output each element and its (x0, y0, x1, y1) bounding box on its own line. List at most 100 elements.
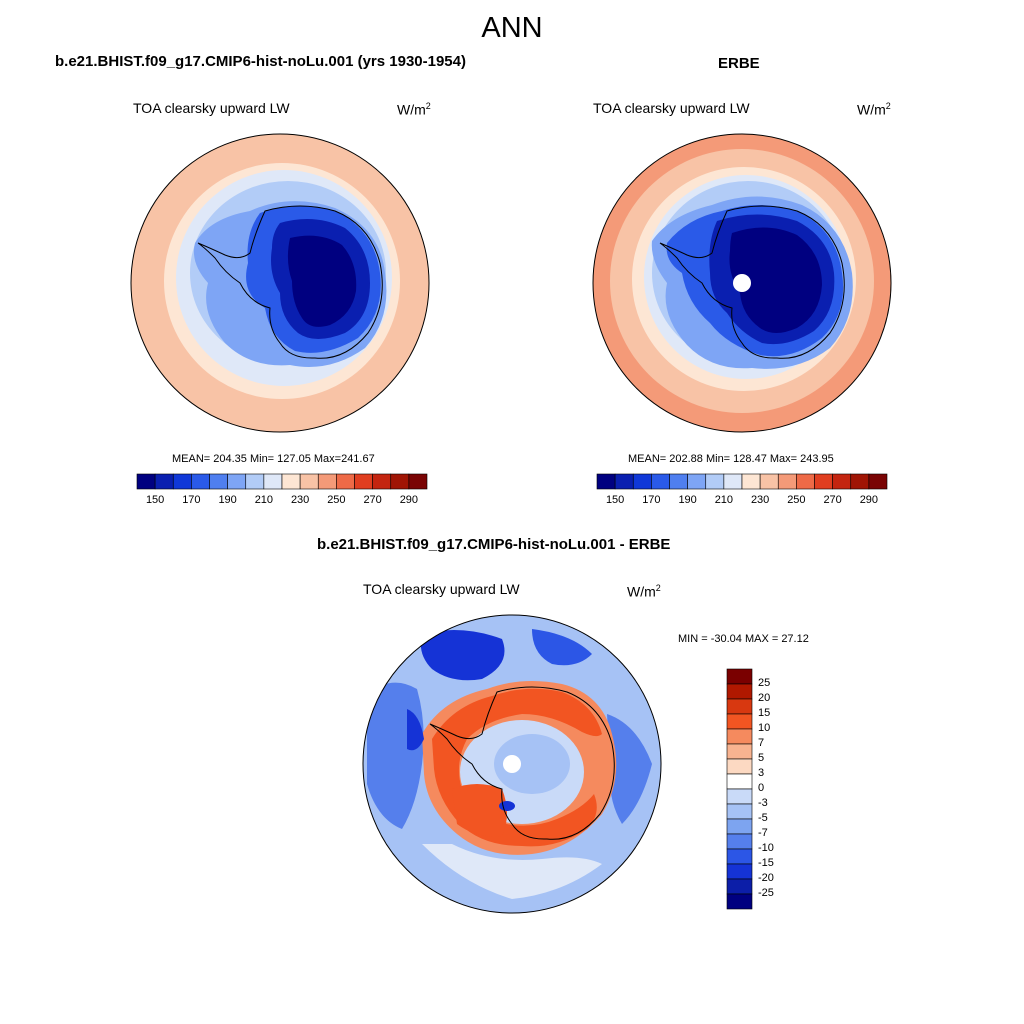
panel1-field-label: TOA clearsky upward LW (133, 100, 290, 116)
panel2-colorbar (596, 473, 888, 490)
colorbar-box (726, 833, 753, 850)
colorbar-tick-label: 210 (254, 494, 274, 506)
colorbar-tick-label: 3 (758, 767, 765, 779)
colorbar-box (191, 473, 210, 490)
panel2-map (592, 133, 892, 433)
colorbar-tick-label: 250 (327, 494, 346, 506)
colorbar-tick-label: -20 (758, 872, 774, 884)
colorbar-box (172, 473, 192, 490)
colorbar-tick-label: 25 (758, 677, 771, 689)
panel3-interior-neg2 (494, 734, 570, 794)
panel2-heading: ERBE (718, 55, 760, 72)
colorbar-tick-label: 7 (758, 737, 765, 749)
colorbar-box (136, 473, 156, 490)
panel3-neg-patch-east (607, 714, 652, 824)
colorbar-box (299, 473, 319, 490)
colorbar-tick-label: 210 (714, 494, 734, 506)
colorbar-box (227, 473, 247, 490)
colorbar-box (726, 878, 753, 895)
colorbar-tick-label: 270 (363, 494, 382, 506)
colorbar-box (726, 893, 753, 910)
panel3-neg-patch-north (420, 630, 505, 681)
colorbar-tick-label: 10 (758, 722, 771, 734)
panel3-units: W/m2 (627, 583, 661, 600)
colorbar-box (726, 863, 753, 880)
panel1-map (130, 133, 430, 433)
colorbar-box (669, 473, 688, 490)
colorbar-box (154, 473, 174, 490)
figure-title: ANN (481, 12, 543, 44)
colorbar-tick-label: 15 (758, 707, 771, 719)
panel1-stats: MEAN= 204.35 Min= 127.05 Max=241.67 (172, 453, 375, 465)
panel3-neg-blob (499, 801, 515, 811)
panel2-units: W/m2 (857, 101, 891, 118)
colorbar-tick-label: 20 (758, 692, 771, 704)
panel2-pole-hole (733, 274, 751, 292)
panel1-heading: b.e21.BHIST.f09_g17.CMIP6-hist-noLu.001 … (55, 53, 466, 70)
panel1-antarctica-coast (197, 205, 383, 359)
colorbar-box (372, 473, 392, 490)
panel3-colorbar (726, 668, 753, 910)
colorbar-box (726, 743, 753, 760)
colorbar-tick-label: 230 (750, 494, 770, 506)
colorbar-box (687, 473, 707, 490)
colorbar-box (741, 473, 761, 490)
colorbar-box (281, 473, 301, 490)
colorbar-box (245, 473, 265, 490)
colorbar-box (336, 473, 355, 490)
colorbar-box (759, 473, 779, 490)
panel3-stats: MIN = -30.04 MAX = 27.12 (678, 633, 809, 645)
colorbar-tick-label: 290 (859, 494, 879, 506)
colorbar-tick-label: -10 (758, 842, 774, 854)
panel3-neg-west-coast (407, 709, 424, 751)
colorbar-box (726, 668, 753, 685)
colorbar-box (726, 713, 753, 730)
panel3-map (362, 614, 662, 914)
colorbar-box (777, 473, 797, 490)
colorbar-box (832, 473, 852, 490)
panel1-colorbar (136, 473, 428, 490)
colorbar-tick-label: 230 (290, 494, 310, 506)
colorbar-tick-label: -25 (758, 887, 774, 899)
colorbar-tick-label: 190 (678, 494, 697, 506)
colorbar-tick-label: 150 (605, 494, 625, 506)
colorbar-tick-label: -3 (758, 797, 768, 809)
colorbar-tick-label: -15 (758, 857, 774, 869)
colorbar-box (723, 473, 743, 490)
colorbar-box (726, 758, 753, 775)
panel1-band-7 (287, 235, 357, 327)
colorbar-box (726, 803, 753, 820)
panel2-antarctica-coast (659, 205, 845, 359)
colorbar-tick-label: 0 (758, 782, 765, 794)
panel3-antarctica-coast (429, 686, 615, 840)
colorbar-box (850, 473, 870, 490)
colorbar-box (390, 473, 410, 490)
panel2-map-border (592, 133, 892, 433)
colorbar-box (814, 473, 833, 490)
colorbar-tick-label: 170 (642, 494, 661, 506)
colorbar-tick-label: 5 (758, 752, 765, 764)
panel3-light-south (422, 844, 602, 899)
colorbar-tick-label: 250 (787, 494, 806, 506)
colorbar-box (209, 473, 228, 490)
panel3-neg-patch-north2 (532, 629, 592, 666)
panel1-units: W/m2 (397, 101, 431, 118)
colorbar-box (868, 473, 888, 490)
colorbar-box (632, 473, 652, 490)
colorbar-tick-label: 270 (823, 494, 842, 506)
panel3-field-label: TOA clearsky upward LW (363, 581, 520, 597)
colorbar-tick-label: 190 (218, 494, 237, 506)
panel3-pos-lobe-south (452, 784, 507, 837)
colorbar-box (596, 473, 616, 490)
colorbar-box (726, 788, 753, 805)
panel3-pole-hole (503, 755, 521, 773)
colorbar-tick-label: -5 (758, 812, 768, 824)
panel2-field-label: TOA clearsky upward LW (593, 100, 750, 116)
colorbar-tick-label: 290 (399, 494, 419, 506)
panel3-heading: b.e21.BHIST.f09_g17.CMIP6-hist-noLu.001 … (317, 536, 671, 553)
panel2-band-8 (729, 227, 822, 333)
colorbar-box (726, 698, 753, 715)
colorbar-box (408, 473, 428, 490)
panel1-map-border (130, 133, 430, 433)
panel3-map-border (362, 614, 662, 914)
